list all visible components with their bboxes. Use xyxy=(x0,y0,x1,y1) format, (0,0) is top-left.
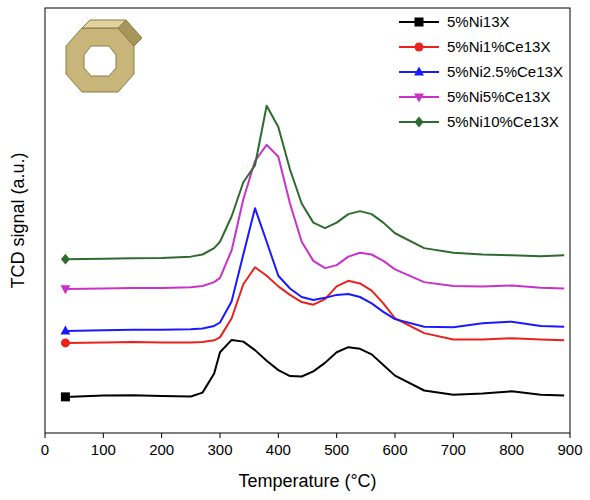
x-tick-label: 500 xyxy=(324,441,349,458)
x-tick-label: 300 xyxy=(207,441,232,458)
x-tick xyxy=(103,433,104,438)
x-tick xyxy=(220,433,221,438)
series-line xyxy=(65,267,564,343)
x-tick-label: 600 xyxy=(382,441,407,458)
x-tick-label: 100 xyxy=(91,441,116,458)
legend-label: 5%Ni1%Ce13X xyxy=(447,38,550,55)
legend-marker xyxy=(414,67,424,76)
series-line xyxy=(65,145,564,289)
legend-marker xyxy=(415,117,424,128)
legend-label: 5%Ni13X xyxy=(447,13,510,30)
series-line xyxy=(65,106,564,259)
series-marker xyxy=(61,392,70,401)
legend-label: 5%Ni5%Ce13X xyxy=(447,88,550,105)
y-axis-title: TCD signal (a.u.) xyxy=(8,152,28,288)
x-tick xyxy=(570,433,571,438)
x-tick-label: 700 xyxy=(441,441,466,458)
x-tick xyxy=(278,433,279,438)
series-marker xyxy=(61,254,70,265)
legend: 5%Ni13X 5%Ni1%Ce13X 5%Ni2.5%Ce13X 5%Ni5%Ce1… xyxy=(399,13,563,130)
legend-marker xyxy=(415,18,424,27)
zeolite-icon xyxy=(66,20,142,92)
x-tick xyxy=(511,433,512,438)
plot-frame xyxy=(45,8,570,433)
icon-side xyxy=(118,20,142,46)
series-marker xyxy=(61,338,70,347)
x-tick xyxy=(336,433,337,438)
series-marker xyxy=(60,326,70,335)
x-tick-label: 400 xyxy=(266,441,291,458)
legend-label: 5%Ni2.5%Ce13X xyxy=(447,63,563,80)
series-line xyxy=(65,340,564,397)
x-tick xyxy=(453,433,454,438)
x-tick xyxy=(395,433,396,438)
icon-body xyxy=(66,28,134,92)
x-tick xyxy=(45,433,46,438)
x-tick-label: 800 xyxy=(499,441,524,458)
x-tick-label: 900 xyxy=(557,441,582,458)
x-axis-title: Temperature (°C) xyxy=(238,471,376,491)
series-line xyxy=(65,208,564,331)
x-tick xyxy=(161,433,162,438)
chart: 0 100 200 300 400 500 600 700 800 900 Temperature … xyxy=(0,0,590,500)
legend-marker xyxy=(415,43,424,52)
x-tick-label: 200 xyxy=(149,441,174,458)
x-tick-label: 0 xyxy=(41,441,49,458)
plot-data xyxy=(60,106,564,402)
legend-marker xyxy=(414,93,424,102)
legend-label: 5%Ni10%Ce13X xyxy=(447,113,559,130)
series-marker xyxy=(60,285,70,294)
icon-pore xyxy=(84,46,116,76)
